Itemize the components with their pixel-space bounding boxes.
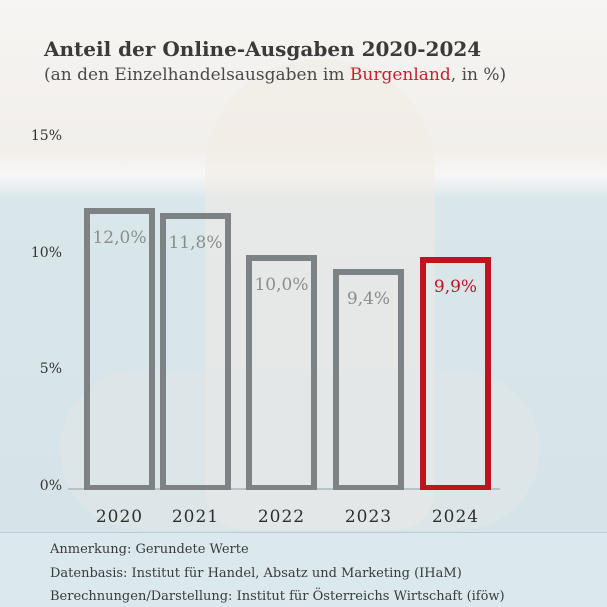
subtitle-highlight: Burgenland	[349, 65, 451, 85]
value-label: 9,4%	[346, 288, 391, 309]
chart-subtitle: (an den Einzelhandelsausgaben im Burgenl…	[44, 65, 506, 85]
value-label: 9,9%	[433, 277, 478, 297]
x-tick-label: 2023	[344, 507, 393, 527]
background-photo-lower	[60, 370, 540, 530]
subtitle-text: (an den Einzelhandelsausgaben im	[44, 65, 350, 85]
value-label: 10,0%	[254, 274, 309, 295]
y-tick-label: 15%	[30, 128, 62, 144]
chart-title: Anteil der Online-Ausgaben 2020-2024	[44, 37, 482, 61]
note-data-source: Datenbasis: Institut für Handel, Absatz …	[50, 566, 462, 581]
y-tick-label: 5%	[39, 361, 62, 378]
subtitle-text-end: , in %)	[450, 65, 507, 85]
value-label: 12,0%	[92, 228, 147, 248]
bar-2020	[84, 208, 155, 490]
x-tick-label: 2024	[431, 507, 480, 527]
bar-2023	[333, 268, 404, 490]
bar-2024	[420, 257, 491, 490]
x-tick-label: 2021	[171, 507, 220, 527]
bar-2022	[246, 254, 317, 490]
value-label: 11,8%	[168, 232, 223, 253]
notes-panel: Anmerkung: Gerundete Werte Datenbasis: I…	[0, 532, 607, 607]
bar-2021	[160, 212, 231, 490]
y-tick-label: 0%	[39, 478, 62, 494]
y-tick-label: 10%	[30, 244, 62, 261]
note-credits: Berechnungen/Darstellung: Institut für Ö…	[50, 589, 505, 604]
x-tick-label: 2022	[257, 507, 306, 527]
note-remark: Anmerkung: Gerundete Werte	[50, 542, 249, 557]
x-tick-label: 2020	[95, 507, 144, 527]
